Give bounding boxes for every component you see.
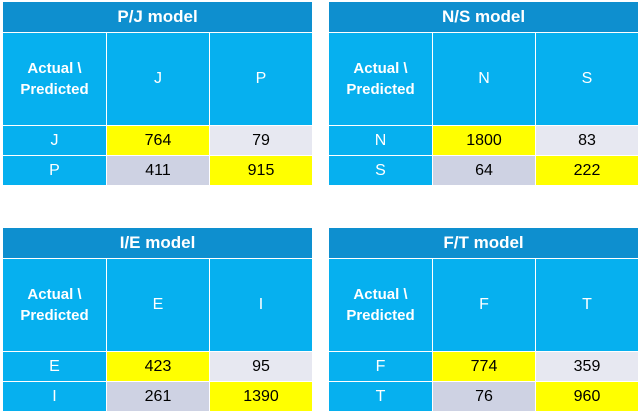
predicted-class-header: N — [432, 32, 536, 126]
table-row: J 764 79 — [2, 125, 314, 156]
predicted-class-header: P — [208, 32, 314, 126]
table-row: T 76 960 — [328, 381, 639, 412]
predicted-class-header: T — [535, 258, 639, 352]
table-title: F/T model — [328, 227, 639, 259]
correct-count-cell: 1800 — [432, 125, 536, 156]
table-title: N/S model — [327, 1, 640, 33]
corner-label: Actual \ Predicted — [328, 32, 433, 126]
error-count-cell: 411 — [106, 155, 210, 186]
table-row: E 423 95 — [2, 351, 314, 382]
table-title: P/J model — [1, 1, 314, 33]
predicted-class-header: S — [534, 32, 640, 126]
error-count-cell: 76 — [432, 381, 536, 412]
predicted-class-header: J — [106, 32, 210, 126]
table-row: F 774 359 — [328, 351, 639, 382]
corner-label: Actual \ Predicted — [2, 32, 107, 126]
error-count-cell: 79 — [208, 125, 314, 156]
table-row: S 64 222 — [328, 155, 640, 186]
predicted-class-header: F — [432, 258, 536, 352]
table-row: P 411 915 — [2, 155, 314, 186]
error-count-cell: 95 — [208, 351, 314, 382]
correct-count-cell: 960 — [535, 381, 639, 412]
error-count-cell: 261 — [106, 381, 210, 412]
error-count-cell: 359 — [535, 351, 639, 382]
predicted-class-header: E — [106, 258, 210, 352]
confusion-matrix-pj: P/J model Actual \ Predicted J P J 764 7… — [1, 1, 314, 186]
corner-label: Actual \ Predicted — [2, 258, 107, 352]
error-count-cell: 64 — [432, 155, 536, 186]
corner-label: Actual \ Predicted — [328, 258, 433, 352]
predicted-class-header: I — [208, 258, 314, 352]
correct-count-cell: 222 — [534, 155, 640, 186]
actual-class-label: S — [328, 155, 433, 186]
confusion-matrix-ns: N/S model Actual \ Predicted N S N 1800 … — [327, 1, 640, 186]
confusion-matrix-ie: I/E model Actual \ Predicted E I E 423 9… — [1, 227, 314, 412]
correct-count-cell: 915 — [208, 155, 314, 186]
correct-count-cell: 423 — [106, 351, 210, 382]
error-count-cell: 83 — [534, 125, 640, 156]
actual-class-label: I — [2, 381, 107, 412]
actual-class-label: E — [2, 351, 107, 382]
table-row: I 261 1390 — [2, 381, 314, 412]
actual-class-label: N — [328, 125, 433, 156]
confusion-matrix-ft: F/T model Actual \ Predicted F T F 774 3… — [328, 227, 639, 412]
actual-class-label: F — [328, 351, 433, 382]
actual-class-label: T — [328, 381, 433, 412]
actual-class-label: J — [2, 125, 107, 156]
table-title: I/E model — [1, 227, 314, 259]
correct-count-cell: 1390 — [208, 381, 314, 412]
table-row: N 1800 83 — [328, 125, 640, 156]
correct-count-cell: 774 — [432, 351, 536, 382]
actual-class-label: P — [2, 155, 107, 186]
correct-count-cell: 764 — [106, 125, 210, 156]
